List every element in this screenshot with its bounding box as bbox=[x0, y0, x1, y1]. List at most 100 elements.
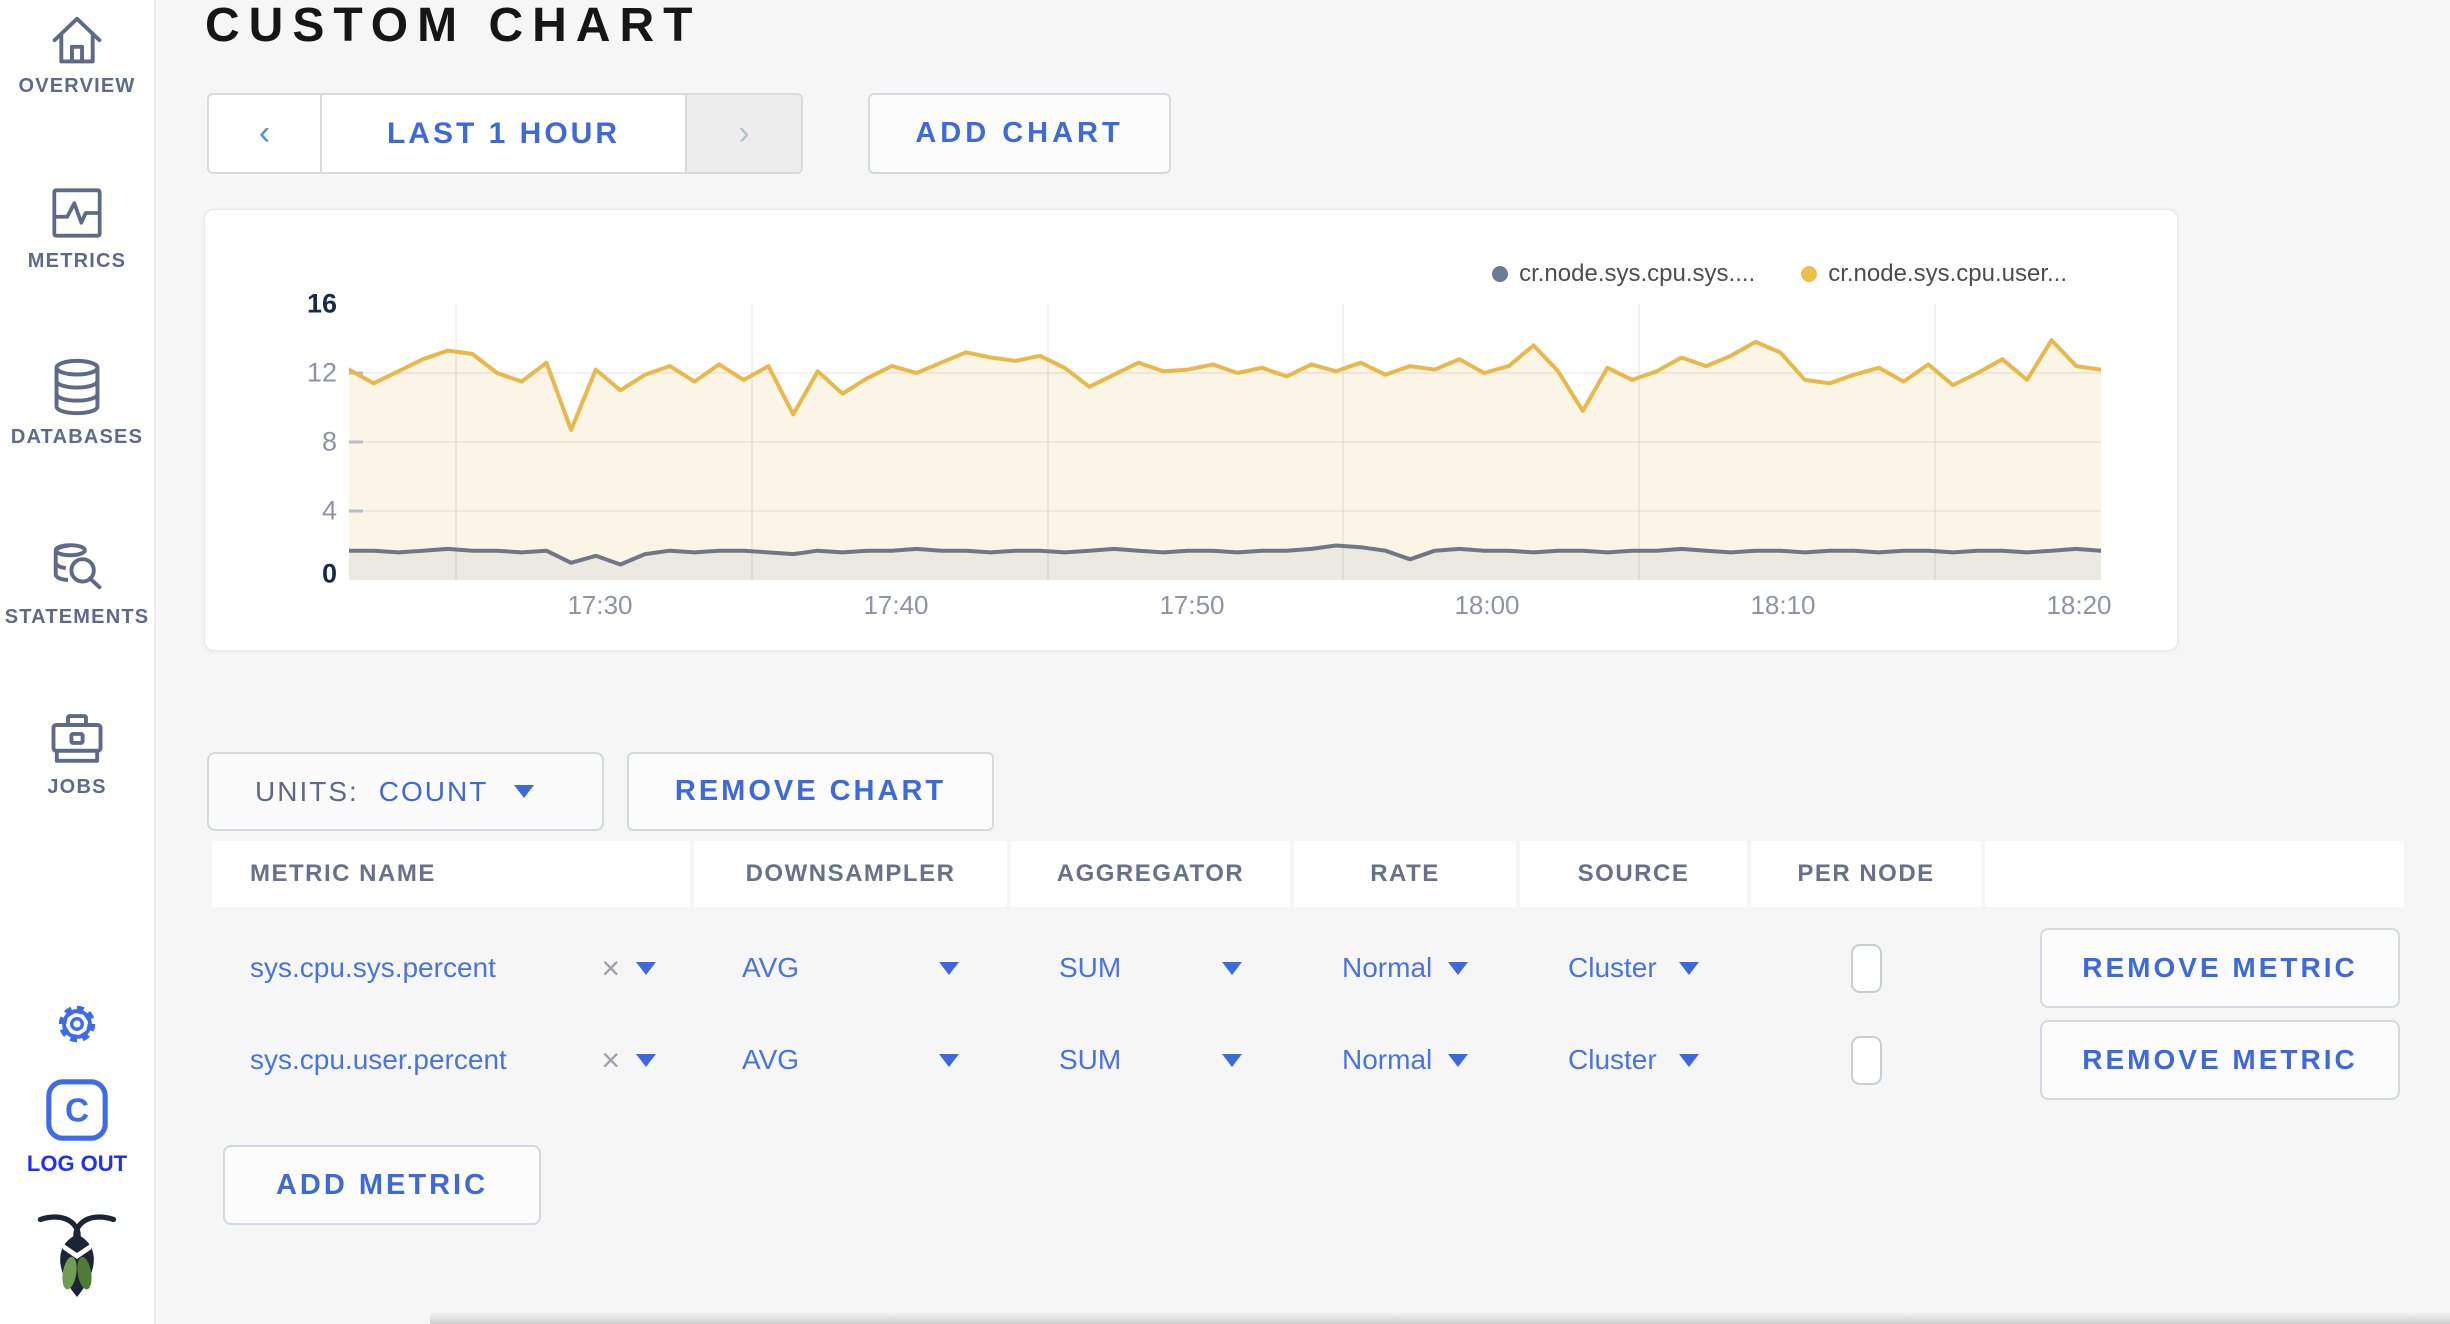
clear-metric-icon[interactable]: × bbox=[601, 949, 620, 986]
settings-button[interactable] bbox=[0, 1000, 154, 1048]
sidebar-item-overview[interactable]: OVERVIEW bbox=[0, 13, 154, 98]
x-axis-tick: 18:20 bbox=[2046, 590, 2112, 620]
time-next-button[interactable]: › bbox=[685, 95, 801, 172]
aggregator-dropdown[interactable]: SUM bbox=[1011, 1014, 1290, 1106]
cockroach-c-icon: C bbox=[0, 1078, 154, 1142]
units-label: UNITS: bbox=[255, 775, 359, 807]
source-value: Cluster bbox=[1568, 952, 1657, 983]
column-header-rate: RATE bbox=[1294, 841, 1516, 907]
metric-name-dropdown[interactable]: sys.cpu.sys.percent × bbox=[212, 922, 690, 1014]
caret-down-icon bbox=[1222, 961, 1242, 975]
logout-label: LOG OUT bbox=[26, 1151, 128, 1176]
logout-button[interactable]: C LOG OUT bbox=[0, 1078, 154, 1177]
gear-icon bbox=[0, 1000, 154, 1048]
y-axis-tick: 4 bbox=[321, 495, 337, 526]
chart-card: cr.node.sys.cpu.sys.... cr.node.sys.cpu.… bbox=[204, 209, 2178, 651]
metric-name-value: sys.cpu.sys.percent bbox=[250, 952, 496, 983]
chevron-right-icon: › bbox=[738, 114, 750, 152]
y-axis-tick: 16 bbox=[306, 288, 337, 319]
actions-cell: REMOVE METRIC bbox=[1985, 922, 2404, 1014]
legend-item: cr.node.sys.cpu.sys.... bbox=[1492, 260, 1755, 288]
aggregator-value: SUM bbox=[1059, 1044, 1122, 1075]
add-metric-button[interactable]: ADD METRIC bbox=[223, 1145, 541, 1225]
metric-name-value: sys.cpu.user.percent bbox=[250, 1044, 507, 1075]
units-dropdown[interactable]: UNITS: COUNT bbox=[207, 752, 604, 831]
time-range-dropdown[interactable]: LAST 1 HOUR bbox=[386, 116, 620, 150]
home-icon bbox=[0, 13, 154, 65]
page-title: CUSTOM CHART bbox=[205, 0, 702, 52]
caret-down-icon bbox=[636, 1053, 656, 1067]
caret-down-icon bbox=[1222, 1053, 1242, 1067]
statements-icon bbox=[0, 538, 154, 596]
x-axis-tick: 17:30 bbox=[567, 590, 633, 620]
table-row: sys.cpu.user.percent × AVG SUM Normal Cl… bbox=[212, 1014, 2404, 1106]
column-header-downsampler: DOWNSAMPLER bbox=[694, 841, 1007, 907]
sidebar-item-jobs[interactable]: JOBS bbox=[0, 712, 154, 799]
time-prev-button[interactable]: ‹ bbox=[209, 95, 322, 172]
per-node-checkbox[interactable] bbox=[1850, 943, 1882, 993]
sidebar-item-label: DATABASES bbox=[10, 426, 144, 448]
rate-dropdown[interactable]: Normal bbox=[1294, 1014, 1516, 1106]
source-dropdown[interactable]: Cluster bbox=[1520, 1014, 1747, 1106]
chart-plot[interactable] bbox=[349, 304, 2101, 580]
x-axis-tick: 18:00 bbox=[1454, 590, 1520, 620]
chart-legend: cr.node.sys.cpu.sys.... cr.node.sys.cpu.… bbox=[1492, 260, 2067, 288]
rate-dropdown[interactable]: Normal bbox=[1294, 922, 1516, 1014]
y-axis-tick: 8 bbox=[321, 426, 337, 457]
cockroachdb-logo bbox=[0, 1212, 154, 1300]
legend-label: cr.node.sys.cpu.sys.... bbox=[1519, 260, 1756, 287]
column-header-metric-name: METRIC NAME bbox=[212, 841, 690, 907]
y-axis-tick: 0 bbox=[321, 558, 337, 589]
caret-down-icon bbox=[1679, 1053, 1699, 1067]
briefcase-icon bbox=[0, 712, 154, 766]
per-node-cell bbox=[1751, 1014, 1981, 1106]
cockroach-bug-icon bbox=[0, 1212, 154, 1300]
source-dropdown[interactable]: Cluster bbox=[1520, 922, 1747, 1014]
units-value: COUNT bbox=[378, 775, 489, 807]
add-chart-button[interactable]: ADD CHART bbox=[868, 93, 1171, 174]
caret-down-icon bbox=[1448, 1053, 1468, 1067]
caret-down-icon bbox=[1679, 961, 1699, 975]
chevron-left-icon: ‹ bbox=[258, 114, 271, 152]
time-range-selector: ‹ LAST 1 HOUR › bbox=[207, 93, 803, 174]
column-header-source: SOURCE bbox=[1520, 841, 1747, 907]
column-header-per-node: PER NODE bbox=[1751, 841, 1981, 907]
caret-down-icon bbox=[1448, 961, 1468, 975]
y-axis-tick: 12 bbox=[306, 357, 337, 388]
sidebar-item-label: JOBS bbox=[47, 776, 107, 798]
remove-metric-button[interactable]: REMOVE METRIC bbox=[2040, 928, 2400, 1008]
database-icon bbox=[0, 358, 154, 416]
rate-value: Normal bbox=[1342, 952, 1433, 983]
aggregator-value: SUM bbox=[1059, 952, 1122, 983]
column-header-aggregator: AGGREGATOR bbox=[1011, 841, 1290, 907]
downsampler-dropdown[interactable]: AVG bbox=[694, 1014, 1007, 1106]
sidebar-item-statements[interactable]: STATEMENTS bbox=[0, 538, 154, 629]
caret-down-icon bbox=[636, 961, 656, 975]
column-header-actions bbox=[1985, 841, 2404, 907]
x-axis-tick: 17:40 bbox=[863, 590, 929, 620]
actions-cell: REMOVE METRIC bbox=[1985, 1014, 2404, 1106]
clear-metric-icon[interactable]: × bbox=[601, 1041, 620, 1078]
downsampler-value: AVG bbox=[742, 952, 800, 983]
aggregator-dropdown[interactable]: SUM bbox=[1011, 922, 1290, 1014]
sidebar-item-label: OVERVIEW bbox=[18, 75, 136, 97]
caret-down-icon bbox=[939, 961, 959, 975]
remove-chart-button[interactable]: REMOVE CHART bbox=[627, 752, 994, 831]
sidebar-item-label: METRICS bbox=[27, 250, 127, 272]
source-value: Cluster bbox=[1568, 1044, 1657, 1075]
x-axis-tick: 18:10 bbox=[1750, 590, 1816, 620]
metric-name-dropdown[interactable]: sys.cpu.user.percent × bbox=[212, 1014, 690, 1106]
per-node-checkbox[interactable] bbox=[1850, 1035, 1882, 1085]
sidebar-item-label: STATEMENTS bbox=[4, 606, 150, 628]
sidebar-item-metrics[interactable]: METRICS bbox=[0, 186, 154, 273]
rate-value: Normal bbox=[1342, 1044, 1433, 1075]
remove-metric-button[interactable]: REMOVE METRIC bbox=[2040, 1020, 2400, 1100]
downsampler-value: AVG bbox=[742, 1044, 800, 1075]
sidebar-item-databases[interactable]: DATABASES bbox=[0, 358, 154, 449]
sidebar: OVERVIEW METRICS DATABASES bbox=[0, 0, 156, 1324]
bottom-shadow bbox=[430, 1312, 2450, 1324]
caret-down-icon bbox=[939, 1053, 959, 1067]
downsampler-dropdown[interactable]: AVG bbox=[694, 922, 1007, 1014]
svg-text:C: C bbox=[65, 1093, 89, 1130]
